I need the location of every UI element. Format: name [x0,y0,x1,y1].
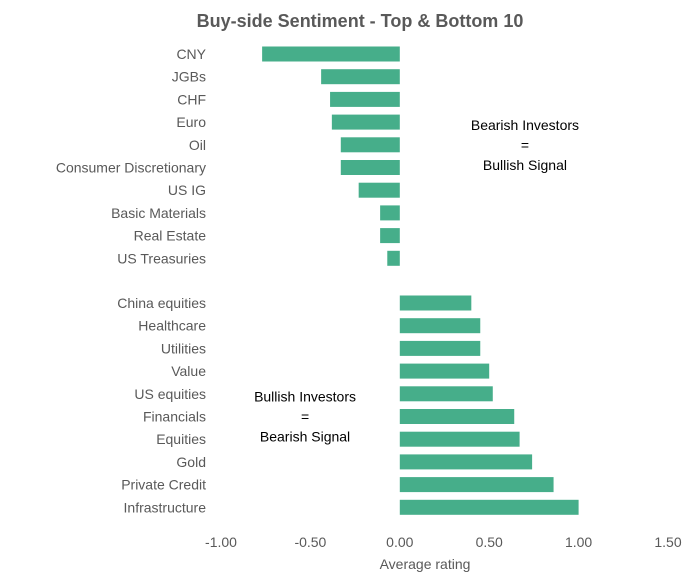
category-label-chf: CHF [177,91,206,107]
bar-gold [399,454,533,470]
bar-china-equities [399,295,472,311]
category-label-healthcare: Healthcare [138,318,206,334]
x-tick-label: -0.50 [294,534,326,550]
category-label-jgbs: JGBs [172,69,206,85]
x-axis-title: Average rating [380,556,471,572]
x-axis-ticks: -1.00 -0.50 0.00 0.50 1.00 1.50 [205,534,682,550]
bar-jgbs [321,69,400,85]
bar-euro [331,114,400,130]
category-label-private-credit: Private Credit [121,477,206,493]
x-tick-label: 1.50 [654,534,681,550]
category-label-us-equities: US equities [134,386,206,402]
bar-oil [340,137,400,153]
x-tick-label: 1.00 [565,534,592,550]
bar-infrastructure [399,499,579,515]
bar-cny [262,46,400,62]
bar-value [399,363,490,379]
bar-us-equities [399,386,493,402]
category-label-us-ig: US IG [168,182,206,198]
bar-chf [330,91,400,107]
bar-equities [399,431,520,447]
x-tick-label: -1.00 [205,534,237,550]
annotation-1-line-1: Bearish Investors [471,117,579,133]
annotation-1-line-2: = [521,137,529,153]
annotations: Bearish Investors = Bullish Signal Bullish … [254,117,579,445]
category-label-financials: Financials [143,409,206,425]
category-label-value: Value [171,363,206,379]
bar-financials [399,409,515,424]
x-tick-label: 0.50 [476,534,503,550]
bar-us-ig [358,182,400,198]
bar-consumer-discretionary [340,160,400,175]
category-label-infrastructure: Infrastructure [124,499,207,515]
category-label-oil: Oil [189,137,206,153]
category-label-real-estate: Real Estate [134,228,207,244]
annotation-1-line-3: Bullish Signal [483,157,567,173]
bar-real-estate [380,228,400,244]
category-label-china-equities: China equities [117,295,206,311]
category-label-utilities: Utilities [161,340,206,356]
bar-utilities [399,340,481,356]
category-label-gold: Gold [176,454,206,470]
annotation-2-line-3: Bearish Signal [260,429,350,445]
annotation-2-line-1: Bullish Investors [254,389,356,405]
bar-us-treasuries [387,250,400,266]
category-label-euro: Euro [176,114,206,130]
category-label-consumer-discretionary: Consumer Discretionary [56,160,206,176]
category-label-cny: CNY [176,46,206,62]
bar-basic-materials [380,205,400,221]
category-label-basic-materials: Basic Materials [111,205,206,221]
x-tick-label: 0.00 [386,534,413,550]
chart-title: Buy-side Sentiment - Top & Bottom 10 [197,11,524,31]
bar-private-credit [399,477,554,493]
category-label-equities: Equities [156,431,206,447]
bars-group [262,46,579,515]
bar-healthcare [399,318,481,334]
annotation-2-line-2: = [301,409,309,425]
category-label-us-treasuries: US Treasuries [117,250,206,266]
category-labels: CNY JGBs CHF Euro Oil Consumer Discretionary U… [56,46,207,515]
